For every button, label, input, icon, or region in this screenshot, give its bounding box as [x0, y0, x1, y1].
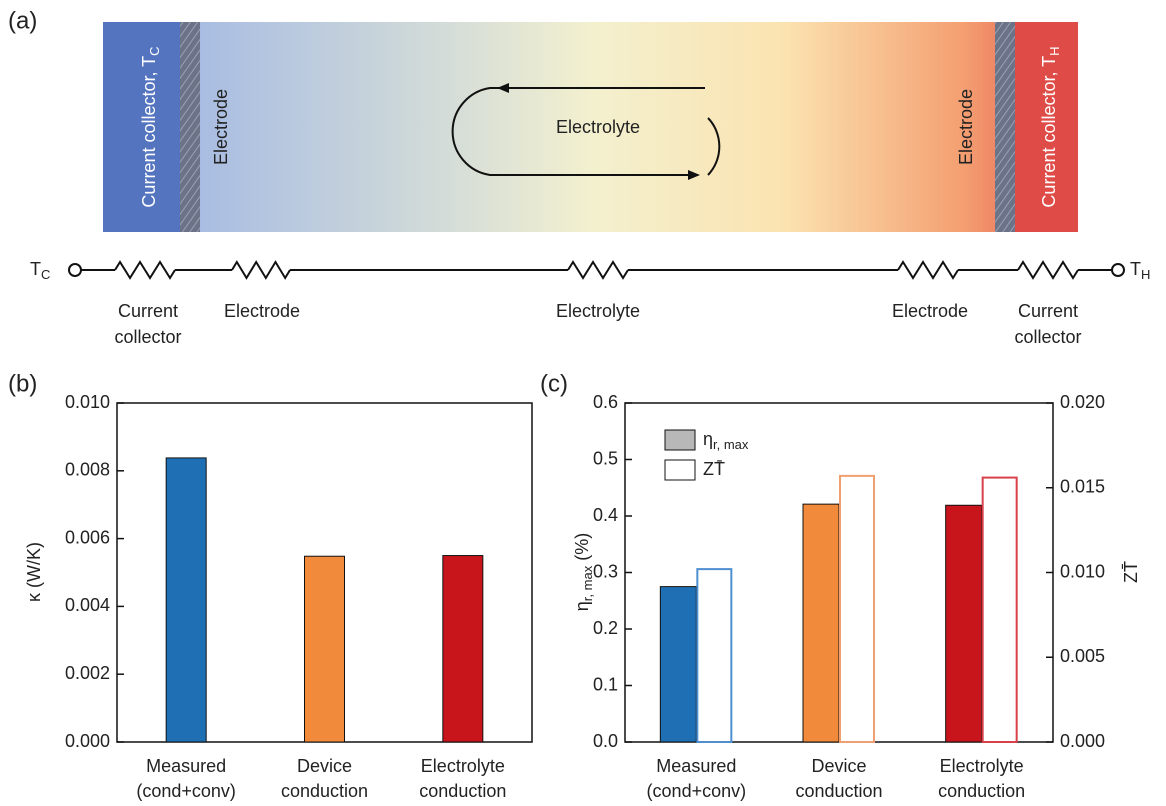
resistor-label: Current: [1018, 301, 1078, 321]
legend-name: η: [703, 429, 713, 449]
text-sub: H: [1047, 46, 1062, 55]
terminal: [68, 263, 82, 277]
bar: [802, 503, 840, 743]
circuit: [68, 260, 1125, 280]
x-tick-label: Measured: [146, 756, 226, 776]
legend-swatch: [664, 459, 696, 481]
layer-label: Current collector, TH: [1039, 46, 1063, 207]
text-sub: H: [1141, 267, 1150, 282]
terminal: [1111, 263, 1125, 277]
y-axis-label: κ (W/K): [24, 542, 44, 602]
y-tick-label: 0.002: [65, 663, 110, 683]
text-main: T: [1130, 259, 1141, 279]
layer-label: Current collector, TC: [139, 46, 163, 207]
y-tick-label: 0.0: [593, 731, 618, 751]
x-tick-label: Electrolyte: [940, 756, 1024, 776]
resistor-label: collector: [1014, 327, 1081, 347]
resistor: [114, 260, 176, 280]
panel-label: (b): [8, 370, 37, 397]
arrow-head: [688, 170, 700, 180]
y2-tick-label: 0.020: [1060, 392, 1105, 412]
resistor: [1017, 260, 1079, 280]
resistor-label: Current: [118, 301, 178, 321]
text-main: Electrolyte: [556, 117, 640, 137]
text-main: Current collector, T: [1039, 56, 1059, 208]
hot-electrode: [995, 22, 1015, 232]
bar: [442, 555, 484, 743]
bar: [304, 555, 345, 743]
panel-label: (c): [540, 370, 568, 397]
y-axis-label: ηr, max (%): [572, 533, 596, 611]
panel-label: (a): [8, 7, 37, 34]
y-tick-label: 0.5: [593, 448, 618, 468]
resistor-label: collector: [114, 327, 181, 347]
resistor: [231, 260, 291, 280]
terminal-label: TH: [1130, 259, 1150, 283]
text-main: Electrode: [211, 89, 231, 165]
resistor: [897, 260, 959, 280]
y2-axis-label: ZT̄: [1121, 561, 1141, 583]
y-tick-label: 0.2: [593, 618, 618, 638]
y2-tick-label: 0.015: [1060, 477, 1105, 497]
legend-name: ZT̄: [703, 459, 725, 479]
bar: [981, 476, 1018, 743]
text-main: T: [30, 259, 41, 279]
x-tick-label: Device: [811, 756, 866, 776]
cell-body: [103, 22, 1078, 232]
x-tick-label: (cond+conv): [136, 781, 236, 801]
x-tick-label: conduction: [938, 781, 1025, 801]
text-sub: C: [147, 46, 162, 55]
resistor-label: Electrode: [224, 301, 300, 321]
x-tick-label: Measured: [656, 756, 736, 776]
y-tick-label: 0.6: [593, 392, 618, 412]
y-tick-label: 0.1: [593, 674, 618, 694]
text-suffix: (%): [572, 533, 592, 566]
layer-label: Electrode: [211, 89, 231, 165]
legend-label: ZT̄: [703, 459, 725, 479]
hot-collector: [1015, 22, 1078, 232]
legend-name-sub: r, max: [713, 437, 749, 452]
convection-loop: [451, 87, 721, 176]
x-tick-label: (cond+conv): [647, 781, 747, 801]
bar: [659, 586, 697, 743]
x-tick-label: Device: [297, 756, 352, 776]
y2-tick-label: 0.010: [1060, 561, 1105, 581]
y-tick-label: 0.004: [65, 595, 110, 615]
x-tick-label: conduction: [795, 781, 882, 801]
x-tick-label: conduction: [419, 781, 506, 801]
y-tick-label: 0.006: [65, 527, 110, 547]
cold-collector: [103, 22, 180, 232]
legend-swatch: [664, 429, 696, 451]
x-tick-label: conduction: [281, 781, 368, 801]
y-tick-label: 0.3: [593, 561, 618, 581]
bar: [165, 457, 207, 743]
y-tick-label: 0.008: [65, 460, 110, 480]
resistor-label: Electrode: [892, 301, 968, 321]
cold-electrode: [180, 22, 200, 232]
text-sub: r, max: [580, 565, 595, 601]
y-tick-label: 0.4: [593, 505, 618, 525]
bar: [945, 504, 983, 743]
resistor-label: Electrolyte: [556, 301, 640, 321]
y2-tick-label: 0.005: [1060, 646, 1105, 666]
resistor: [567, 260, 629, 280]
bar: [839, 474, 875, 743]
text-main: Electrode: [956, 89, 976, 165]
x-tick-label: Electrolyte: [421, 756, 505, 776]
y-tick-label: 0.010: [65, 392, 110, 412]
text-main: η: [572, 601, 592, 611]
arrow-head: [497, 83, 509, 93]
legend-label: ηr, max: [703, 429, 749, 453]
bar: [696, 568, 733, 743]
y2-tick-label: 0.000: [1060, 731, 1105, 751]
y-tick-label: 0.000: [65, 731, 110, 751]
layer-label: Electrode: [956, 89, 976, 165]
layer-label: Electrolyte: [556, 117, 640, 137]
text-sub: C: [41, 267, 50, 282]
text-main: Current collector, T: [139, 56, 159, 208]
terminal-label: TC: [30, 259, 50, 283]
